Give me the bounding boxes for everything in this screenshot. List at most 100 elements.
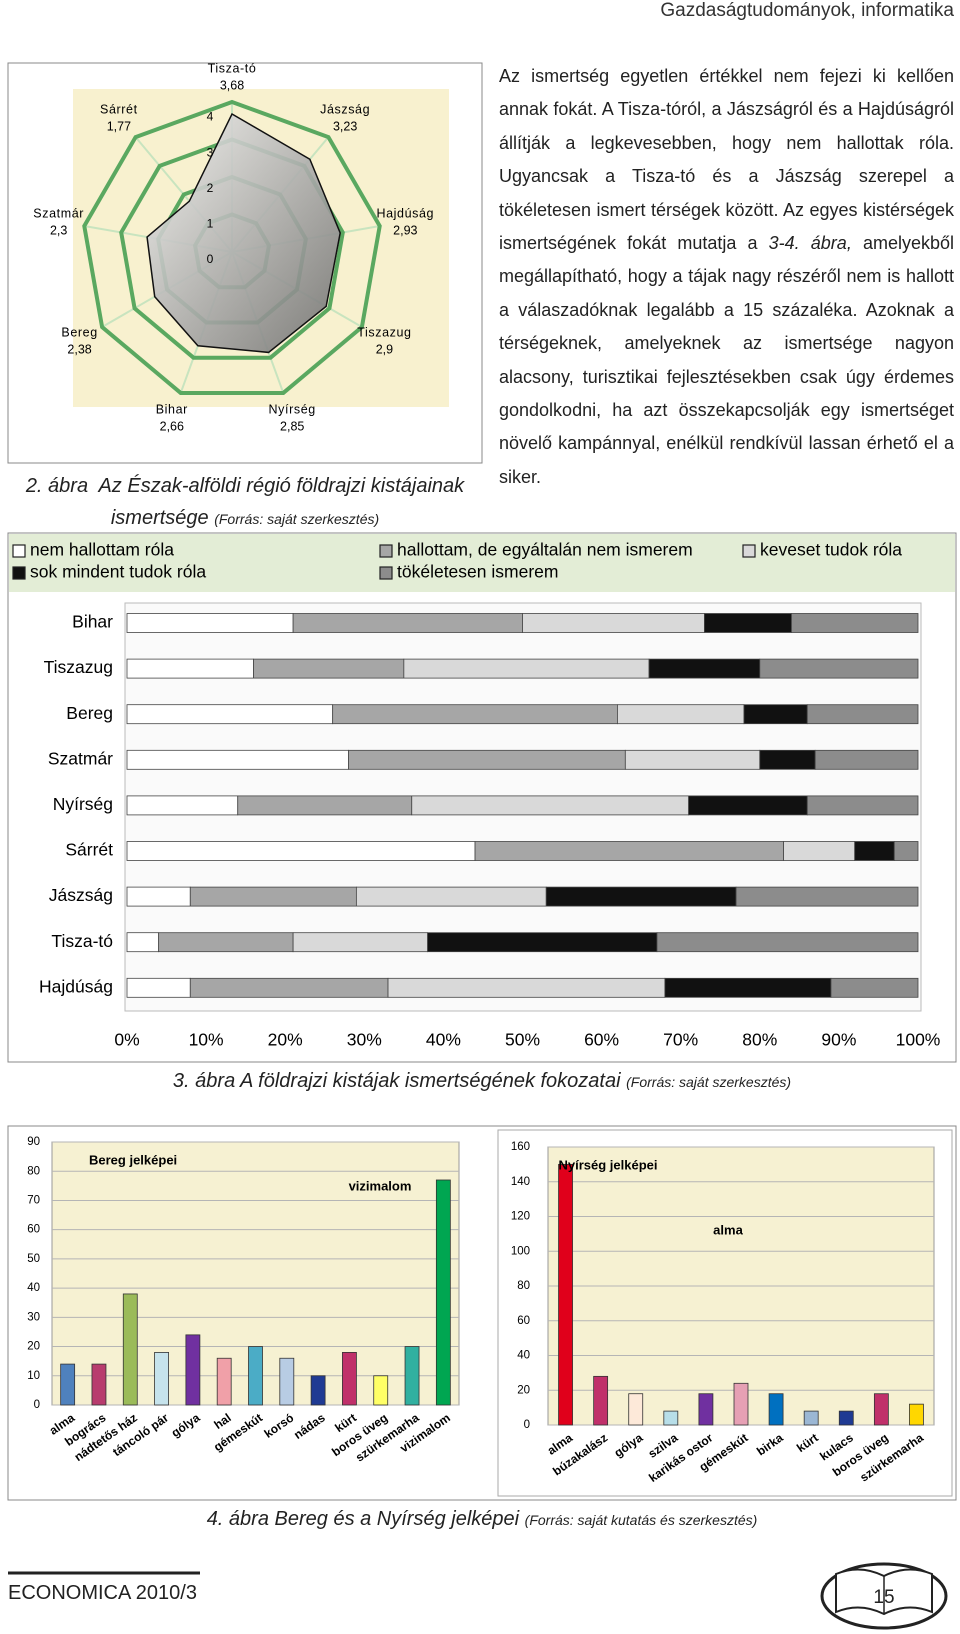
bar-segment [664, 977, 832, 998]
y-tick-label: 160 [511, 1141, 530, 1153]
bar [873, 1393, 889, 1426]
legend-swatch [12, 544, 26, 558]
legend-swatch [379, 544, 393, 558]
bar [435, 1179, 451, 1406]
y-tick-label: 30 [27, 1311, 40, 1323]
text: amelyekből megállapítható, hogy a tájak … [499, 233, 955, 487]
bar-segment [189, 977, 389, 998]
y-tick-label: 50 [27, 1253, 40, 1265]
caption-title: Bereg és a Nyírség jelképei [274, 1508, 520, 1530]
bar [342, 1352, 357, 1406]
x-tick-label: 50% [505, 1030, 540, 1050]
bar-segment [126, 932, 160, 953]
bar [91, 1363, 107, 1406]
figure-number: 4. ábra [206, 1508, 269, 1530]
bar-segment [791, 613, 919, 633]
bar-segment [387, 977, 666, 998]
category-label: Bereg [66, 703, 113, 723]
bar [733, 1382, 749, 1426]
value-label: 2,3 [50, 224, 67, 238]
y-tick-label: 20 [517, 1384, 530, 1396]
y-tick-label: 90 [27, 1136, 40, 1148]
legend-label: hallottam, de egyáltalán nem ismerem [397, 540, 693, 560]
bar-segment [158, 932, 294, 953]
legend-label: sok mindent tudok róla [30, 562, 206, 582]
r-tick-label: 3 [207, 145, 214, 159]
bar [154, 1352, 169, 1406]
figure-frame [497, 1129, 953, 1497]
bar [404, 1346, 420, 1406]
bar-segment [806, 795, 919, 816]
bar-segment [126, 704, 334, 725]
caption-source: (Forrás: saját szerkesztés) [626, 1074, 792, 1090]
bar [909, 1403, 924, 1426]
y-tick-label: 40 [517, 1350, 530, 1362]
r-tick-label: 1 [207, 217, 214, 231]
bar-segment [743, 704, 808, 725]
legend-band [9, 534, 955, 592]
bar [803, 1410, 819, 1426]
category-label: Bihar [72, 612, 113, 632]
figure-caption: 3. ábra A földrajzi kistájak ismertségén… [8, 1070, 956, 1093]
bar-segment [545, 886, 737, 907]
bar-segment [126, 658, 254, 679]
bar-segment [189, 886, 357, 907]
bar [768, 1393, 784, 1426]
x-tick-label: 0% [114, 1030, 139, 1050]
category-label: Jászság [320, 102, 370, 116]
bar-segment [783, 841, 856, 861]
category-label: Sárrét [100, 102, 138, 116]
page-number: 15 [873, 1587, 894, 1608]
bar-segment [624, 749, 761, 770]
legend-swatch [742, 544, 756, 558]
value-label: 2,66 [160, 420, 184, 434]
bar-segment [126, 613, 294, 633]
bar-segment [355, 886, 547, 907]
bar-segment [292, 932, 428, 953]
figure-reference: 3-4. ábra, [768, 233, 852, 254]
value-label: 3,23 [333, 119, 357, 133]
bar-segment [854, 841, 895, 861]
running-head: Gazdaságtudományok, informatika [660, 0, 954, 21]
journal-name: ECONOMICA 2010/3 [8, 1582, 197, 1604]
bar-segment [427, 932, 658, 953]
bar [558, 1163, 573, 1426]
value-label: 1,77 [107, 119, 131, 133]
legend-label: keveset tudok róla [760, 540, 902, 560]
bar-segment [704, 613, 792, 633]
text: Az ismertség egyetlen értékkel nem fejez… [499, 66, 954, 254]
y-tick-label: 40 [27, 1282, 40, 1294]
x-tick-label: 60% [584, 1030, 619, 1050]
y-tick-label: 100 [511, 1245, 530, 1257]
bar-segment [237, 795, 413, 816]
bar-segment [656, 932, 919, 953]
value-label: 2,38 [67, 342, 91, 356]
y-tick-label: 80 [517, 1280, 530, 1292]
bar [628, 1393, 644, 1426]
logo-ring [820, 1562, 948, 1630]
bar-segment [617, 704, 745, 725]
chart-title: Bereg jelképei [89, 1152, 177, 1167]
bar-segment [126, 977, 191, 998]
y-tick-label: 140 [511, 1176, 530, 1188]
bar-segment [474, 841, 784, 861]
legend-label: tökéletesen ismerem [397, 562, 558, 582]
value-label: 2,93 [393, 224, 417, 238]
x-tick-label: 90% [821, 1030, 856, 1050]
bar [310, 1375, 326, 1406]
bar [593, 1375, 609, 1426]
x-tick-label: 30% [347, 1030, 382, 1050]
y-tick-label: 0 [524, 1419, 530, 1431]
category-label: Nyírség [53, 794, 113, 814]
y-tick-label: 120 [511, 1211, 530, 1223]
category-label: Bihar [156, 403, 188, 417]
bar-segment [735, 886, 919, 907]
bar-segment [806, 704, 919, 725]
value-label: 3,68 [220, 78, 244, 92]
caption-source: (Forrás: saját szerkesztés) [214, 511, 380, 527]
chart-title: Nyírség jelképei [559, 1157, 658, 1172]
r-tick-label: 0 [207, 252, 214, 266]
bar [60, 1363, 76, 1406]
bar [216, 1357, 232, 1406]
